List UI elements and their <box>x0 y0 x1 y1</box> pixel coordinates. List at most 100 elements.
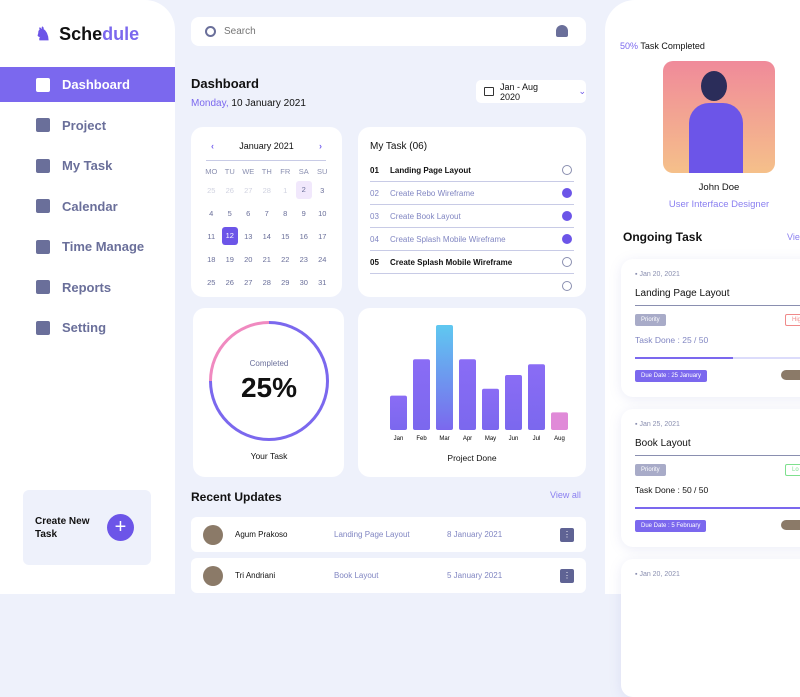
my-task-card: My Task (06) 01 Landing Page Layout 02 Crea… <box>358 127 586 297</box>
sidebar-item-project[interactable]: Project <box>0 108 175 143</box>
task-item[interactable]: 04 Create Splash Mobile Wireframe <box>370 228 574 251</box>
task-checkbox[interactable] <box>562 280 572 291</box>
calendar-day[interactable]: 2 <box>295 181 312 199</box>
calendar-day[interactable]: 29 <box>281 278 290 287</box>
ongoing-task-card[interactable]: ▪ Jan 20, 2021 Landing Page Layout Priorit… <box>621 259 800 397</box>
sidebar-item-label: Time Manage <box>62 239 145 254</box>
task-item[interactable]: 03 Create Book Layout <box>370 205 574 228</box>
calendar-day[interactable]: 8 <box>283 209 288 218</box>
task-number: 02 <box>370 188 379 198</box>
calendar-day[interactable]: 9 <box>301 209 306 218</box>
sidebar-item-label: Project <box>62 117 107 133</box>
sidebar-item-label: Dashboard <box>62 77 130 92</box>
task-item[interactable]: 01 Landing Page Layout <box>370 159 574 182</box>
calendar-day[interactable]: 18 <box>207 255 216 264</box>
task-label: Create Book Layout <box>390 211 461 221</box>
ongoing-task-card[interactable]: ▪ Jan 25, 2021 Book Layout Priority Lo Task … <box>621 409 800 547</box>
calendar-day[interactable]: 19 <box>225 255 234 264</box>
logo[interactable]: ♞ Schedule <box>35 24 139 45</box>
sidebar-item-my-task[interactable]: My Task <box>0 148 175 183</box>
calendar-day[interactable]: 7 <box>264 209 269 218</box>
calendar-day[interactable]: 28 <box>262 278 271 287</box>
task-progress-bar <box>635 507 800 509</box>
weekday-header: MO <box>205 167 218 176</box>
x-tick-label: Jun <box>509 436 519 442</box>
calendar-day[interactable]: 30 <box>299 278 308 287</box>
calendar-day[interactable]: 3 <box>320 186 325 195</box>
calendar-day[interactable]: 15 <box>281 232 290 241</box>
sidebar-item-time-manage[interactable]: Time Manage <box>0 229 175 264</box>
ongoing-view-all-link[interactable]: Vie <box>787 232 800 242</box>
bar-jul <box>528 364 545 430</box>
calendar-day[interactable]: 25 <box>207 278 216 287</box>
task-checkbox[interactable] <box>562 234 572 244</box>
calendar-day[interactable]: 13 <box>244 232 253 241</box>
calendar-day[interactable]: 26 <box>225 186 234 195</box>
calendar-day[interactable]: 14 <box>262 232 271 241</box>
calendar-day[interactable]: 6 <box>246 209 251 218</box>
task-item[interactable]: 02 Create Rebo Wireframe <box>370 182 574 205</box>
calendar-day[interactable]: 25 <box>207 186 216 195</box>
completed-text: Task Completed <box>640 41 705 51</box>
task-label: Create Splash Mobile Wireframe <box>390 257 513 267</box>
task-checkbox[interactable] <box>562 165 572 175</box>
sidebar-item-label: Reports <box>62 279 112 295</box>
more-options-icon[interactable]: ⋮ <box>560 568 574 583</box>
calendar-day[interactable]: 26 <box>225 278 234 287</box>
bar-jan <box>390 395 407 430</box>
ongoing-task-card[interactable]: ▪ Jan 20, 2021 <box>621 559 800 697</box>
calendar-day[interactable]: 27 <box>244 278 253 287</box>
current-date: Monday, 10 January 2021 <box>191 98 306 109</box>
sidebar-item-setting[interactable]: Setting <box>0 310 175 345</box>
bar-may <box>482 388 499 430</box>
sidebar-item-reports[interactable]: Reports <box>0 270 175 305</box>
calendar-day[interactable]: 4 <box>209 209 214 218</box>
calendar-day[interactable]: 20 <box>244 255 253 264</box>
task-checkbox[interactable] <box>562 211 572 221</box>
sidebar-nav: Dashboard Project My Task Calendar Time Mana… <box>0 67 175 351</box>
calendar-day[interactable]: 16 <box>299 232 308 241</box>
task-checkbox[interactable] <box>562 188 572 198</box>
bell-icon[interactable] <box>556 25 568 37</box>
calendar-day[interactable]: 24 <box>318 255 327 264</box>
calendar-day[interactable]: 1 <box>283 186 288 195</box>
date-range-dropdown[interactable]: Jan - Aug 2020 ⌄ <box>476 80 586 103</box>
task-date: ▪ Jan 20, 2021 <box>635 271 680 278</box>
x-tick-label: May <box>485 436 496 442</box>
task-item[interactable] <box>370 274 574 297</box>
task-title: Book Layout <box>635 438 691 449</box>
add-task-button[interactable]: + <box>107 514 134 541</box>
sidebar-item-calendar[interactable]: Calendar <box>0 189 175 224</box>
calendar-day[interactable]: 28 <box>262 186 271 195</box>
calendar-day[interactable]: 22 <box>281 255 290 264</box>
search-bar[interactable] <box>191 17 586 46</box>
x-tick-label: Apr <box>463 436 472 442</box>
progress-ring <box>209 321 329 441</box>
recent-update-row[interactable]: Agum Prakoso Landing Page Layout 8 January… <box>191 517 586 552</box>
calendar-day[interactable]: 31 <box>318 278 327 287</box>
calendar-day[interactable]: 27 <box>244 186 253 195</box>
calendar-day[interactable]: 12 <box>221 227 238 245</box>
calendar-day[interactable]: 10 <box>318 209 327 218</box>
view-all-link[interactable]: View all <box>550 490 581 500</box>
more-options-icon[interactable]: ⋮ <box>560 527 574 542</box>
search-input[interactable] <box>224 26 524 37</box>
calendar-icon <box>484 87 494 96</box>
calendar-day[interactable]: 21 <box>262 255 271 264</box>
task-date: ▪ Jan 25, 2021 <box>635 421 680 428</box>
weekday-header: TU <box>224 167 235 176</box>
prev-month-button[interactable]: ‹ <box>211 141 214 151</box>
task-checkbox[interactable] <box>562 257 572 267</box>
recent-update-row[interactable]: Tri Andriani Book Layout 5 January 2021 ⋮ <box>191 558 586 593</box>
calendar-day[interactable]: 5 <box>227 209 232 218</box>
calendar-day[interactable]: 17 <box>318 232 327 241</box>
task-date-text: Jan 20, 2021 <box>639 271 680 278</box>
task-item[interactable]: 05 Create Splash Mobile Wireframe <box>370 251 574 274</box>
calendar-day[interactable]: 23 <box>299 255 308 264</box>
calendar-day[interactable]: 11 <box>207 232 216 241</box>
project-icon <box>36 118 50 132</box>
bar-chart: Jan Feb Mar Apr May Jun Jul Aug <box>390 324 568 442</box>
ongoing-task-title: Ongoing Task <box>623 230 703 244</box>
next-month-button[interactable]: › <box>319 141 322 151</box>
sidebar-item-dashboard[interactable]: Dashboard <box>0 67 175 102</box>
